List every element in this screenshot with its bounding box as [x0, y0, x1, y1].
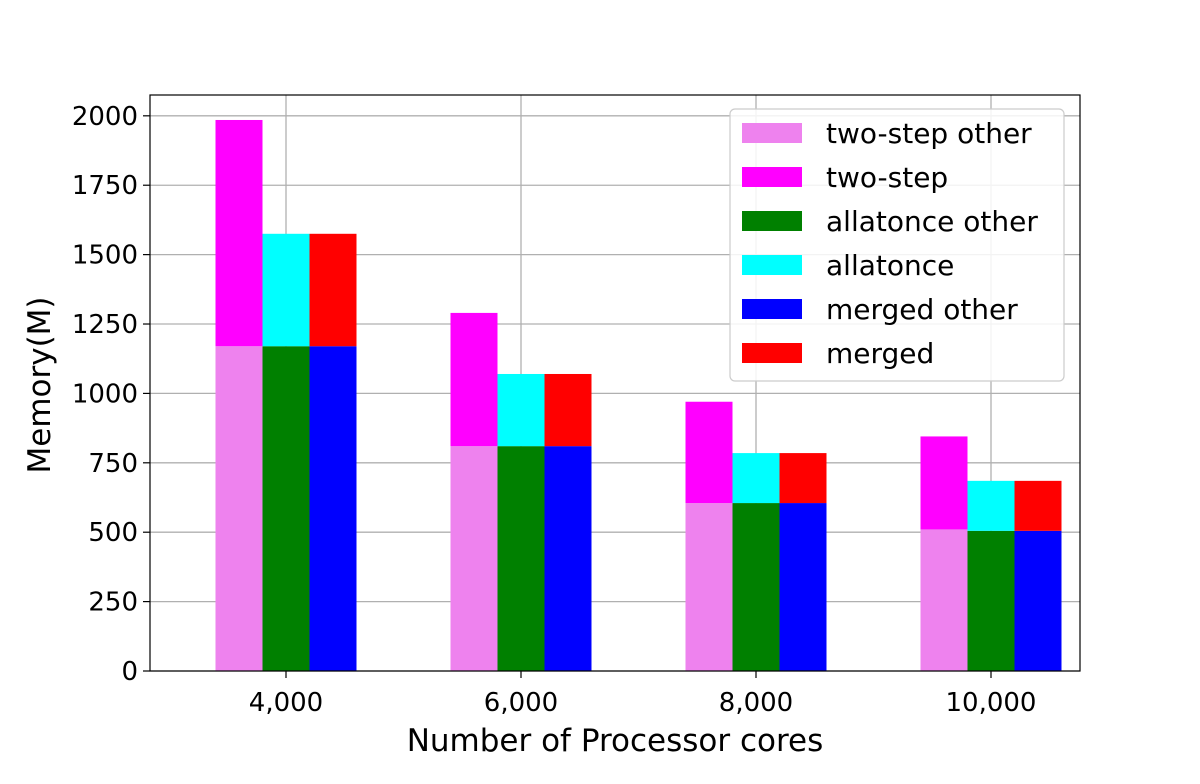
bar-two-step-6000 [450, 312, 498, 447]
bar-merged-other-4000 [309, 346, 357, 671]
bar-merged-10000 [1014, 480, 1062, 531]
legend-swatch [742, 211, 802, 231]
bar-merged-other-8000 [779, 503, 827, 671]
x-tick-label: 10,000 [946, 688, 1037, 718]
legend-label: merged [826, 337, 934, 370]
x-tick-label: 4,000 [249, 688, 323, 718]
bar-two-step-other-4000 [215, 346, 263, 671]
y-tick-label: 1000 [72, 379, 138, 409]
bar-merged-other-6000 [544, 446, 592, 671]
x-axis-label: Number of Processor cores [407, 723, 824, 759]
bar-allatonce-4000 [262, 233, 310, 347]
bar-merged-4000 [309, 233, 357, 347]
legend-swatch [742, 167, 802, 187]
y-tick-label: 2000 [72, 102, 138, 132]
legend-label: merged other [826, 293, 1018, 326]
bars-layer [215, 119, 1062, 671]
bar-two-step-other-10000 [920, 529, 968, 671]
bar-allatonce-other-10000 [967, 530, 1015, 671]
bar-merged-8000 [779, 453, 827, 504]
legend-swatch [742, 255, 802, 275]
bar-allatonce-6000 [497, 373, 545, 447]
legend-label: allatonce [826, 249, 954, 282]
y-tick-label: 0 [121, 657, 138, 687]
legend-swatch [742, 299, 802, 319]
y-tick-label: 250 [88, 588, 138, 618]
plot-frame [149, 94, 1081, 672]
bar-merged-other-10000 [1014, 530, 1062, 671]
bar-allatonce-10000 [967, 480, 1015, 531]
bar-two-step-8000 [685, 401, 733, 504]
bar-allatonce-8000 [732, 453, 780, 504]
x-tick-label: 6,000 [484, 688, 558, 718]
bar-allatonce-other-8000 [732, 503, 780, 671]
ticks-layer: 0 250 500 750 1000 1250 1500 1750 2000 4,000 6,000… [72, 102, 1037, 718]
bar-allatonce-other-4000 [262, 346, 310, 671]
y-tick-label: 500 [88, 518, 138, 548]
y-tick-label: 1750 [72, 171, 138, 201]
legend-swatch [742, 123, 802, 143]
bar-two-step-other-6000 [450, 446, 498, 671]
bar-two-step-other-8000 [685, 503, 733, 671]
legend-label: allatonce other [826, 205, 1038, 238]
legend-label: two-step other [826, 117, 1032, 150]
bar-merged-6000 [544, 373, 592, 447]
y-axis-label: Memory(M) [22, 296, 58, 473]
legend-swatch [742, 343, 802, 363]
y-tick-label: 1500 [72, 241, 138, 271]
y-tick-label: 1250 [72, 310, 138, 340]
bar-allatonce-other-6000 [497, 446, 545, 671]
legend: two-step other two-step allatonce other all… [729, 108, 1065, 382]
legend-box [729, 108, 1065, 382]
y-tick-label: 750 [88, 449, 138, 479]
bar-two-step-4000 [215, 119, 263, 347]
bar-two-step-10000 [920, 436, 968, 530]
x-tick-label: 8,000 [719, 688, 793, 718]
legend-label: two-step [826, 161, 948, 194]
